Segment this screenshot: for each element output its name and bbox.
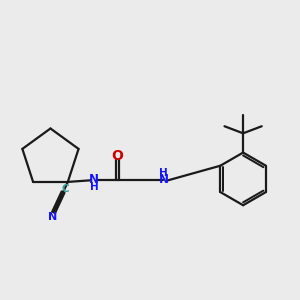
Text: N: N [48,212,58,222]
Text: N: N [159,173,169,186]
Text: H: H [90,182,98,192]
Text: N: N [89,173,99,186]
Text: O: O [112,149,124,163]
Text: C: C [61,184,69,194]
Text: H: H [160,168,168,178]
